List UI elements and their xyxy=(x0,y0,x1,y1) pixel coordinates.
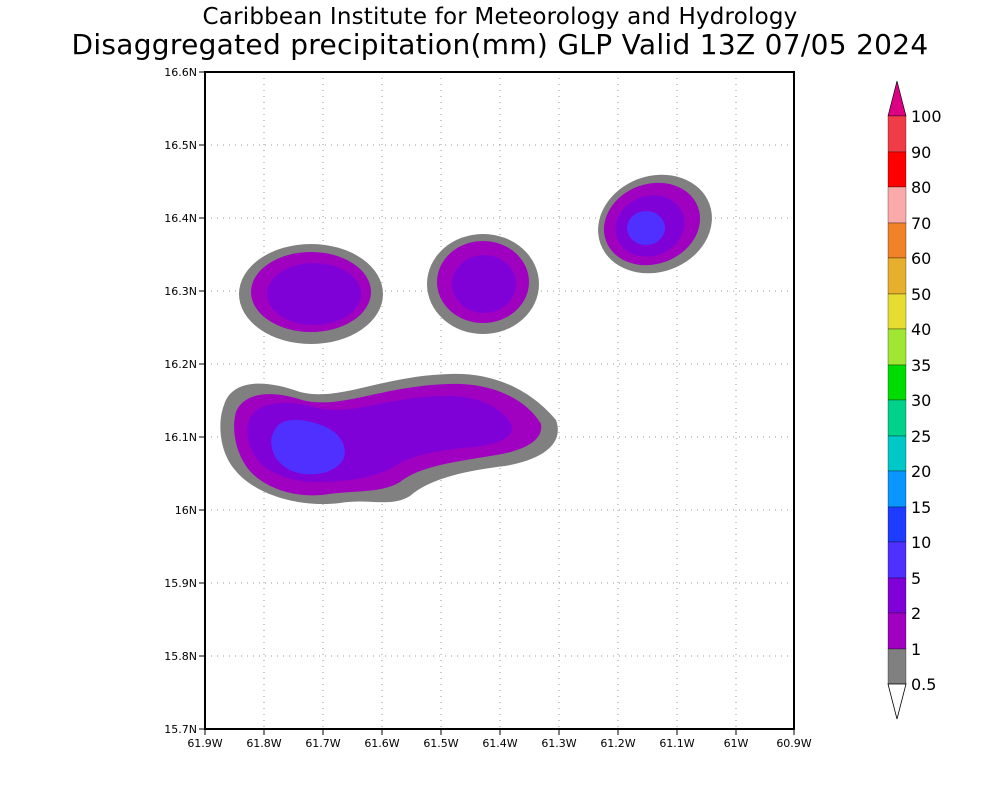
lon-label: 61.1W xyxy=(659,737,694,750)
lat-label: 16.4N xyxy=(164,212,197,225)
legend-label: 0.5 xyxy=(911,675,936,694)
legend-swatch xyxy=(887,470,907,508)
legend-swatch xyxy=(887,293,907,330)
legend-label: 5 xyxy=(911,569,921,588)
legend-arrow-bottom xyxy=(887,683,907,720)
legend-swatch xyxy=(887,328,907,366)
legend-swatch xyxy=(887,506,907,543)
lon-label: 61.9W xyxy=(187,737,222,750)
legend-label: 40 xyxy=(911,320,931,339)
lon-label: 61.3W xyxy=(541,737,576,750)
lat-label: 15.8N xyxy=(164,650,197,663)
lat-label: 16.1N xyxy=(164,431,197,444)
legend-swatch xyxy=(887,151,907,188)
color-legend: 100 90 80 70 60 50 40 35 30 25 20 15 10 … xyxy=(887,80,942,720)
legend-label: 2 xyxy=(911,604,921,623)
lat-labels: 16.6N 16.5N 16.4N 16.3N 16.2N 16.1N 16N … xyxy=(164,66,197,736)
legend-label: 100 xyxy=(911,107,942,126)
lat-label: 15.7N xyxy=(164,723,197,736)
lon-label: 61W xyxy=(724,737,749,750)
lon-labels: 61.9W 61.8W 61.7W 61.6W 61.5W 61.4W 61.3… xyxy=(187,737,811,750)
lon-label: 61.5W xyxy=(423,737,458,750)
lat-label: 16.2N xyxy=(164,358,197,371)
legend-label: 60 xyxy=(911,249,931,268)
legend-label: 50 xyxy=(911,285,931,304)
lat-label: 16.6N xyxy=(164,66,197,79)
legend-label: 10 xyxy=(911,533,931,552)
legend-swatch xyxy=(887,222,907,259)
lat-label: 15.9N xyxy=(164,577,197,590)
axis-ticks xyxy=(199,71,795,735)
legend-label: 35 xyxy=(911,356,931,375)
legend-labels: 100 90 80 70 60 50 40 35 30 25 20 15 10 … xyxy=(911,107,942,694)
lon-label: 61.6W xyxy=(364,737,399,750)
legend-label: 70 xyxy=(911,214,931,233)
legend-swatch xyxy=(887,186,907,224)
lon-label: 61.4W xyxy=(482,737,517,750)
precip-cell-northeast xyxy=(598,174,712,274)
legend-swatch xyxy=(887,577,907,614)
legend-label: 20 xyxy=(911,462,931,481)
title-line-1: Caribbean Institute for Meteorology and … xyxy=(202,4,798,30)
legend-swatch xyxy=(887,612,907,650)
precip-cell-north-central xyxy=(427,234,539,334)
lon-label: 60.9W xyxy=(776,737,811,750)
title-line-2: Disaggregated precipitation(mm) GLP Vali… xyxy=(71,28,929,61)
precip-cell-southwest-band xyxy=(220,373,558,505)
legend-label: 1 xyxy=(911,640,921,659)
lon-label: 61.2W xyxy=(600,737,635,750)
legend-swatch xyxy=(887,435,907,472)
legend-swatch xyxy=(887,399,907,437)
legend-swatch xyxy=(887,257,907,295)
lat-label: 16.5N xyxy=(164,139,197,152)
legend-label: 80 xyxy=(911,178,931,197)
lat-label: 16.3N xyxy=(164,285,197,298)
lon-label: 61.7W xyxy=(305,737,340,750)
legend-label: 30 xyxy=(911,391,931,410)
lat-label: 16N xyxy=(175,504,197,517)
precip-cell-northwest xyxy=(239,244,383,344)
legend-swatch xyxy=(887,115,907,153)
legend-swatch xyxy=(887,648,907,685)
precip-contours xyxy=(220,174,712,505)
legend-label: 25 xyxy=(911,427,931,446)
lon-label: 61.8W xyxy=(246,737,281,750)
legend-label: 90 xyxy=(911,143,931,162)
legend-swatch xyxy=(887,541,907,579)
legend-swatch xyxy=(887,364,907,401)
legend-arrow-top xyxy=(887,80,907,117)
legend-label: 15 xyxy=(911,498,931,517)
